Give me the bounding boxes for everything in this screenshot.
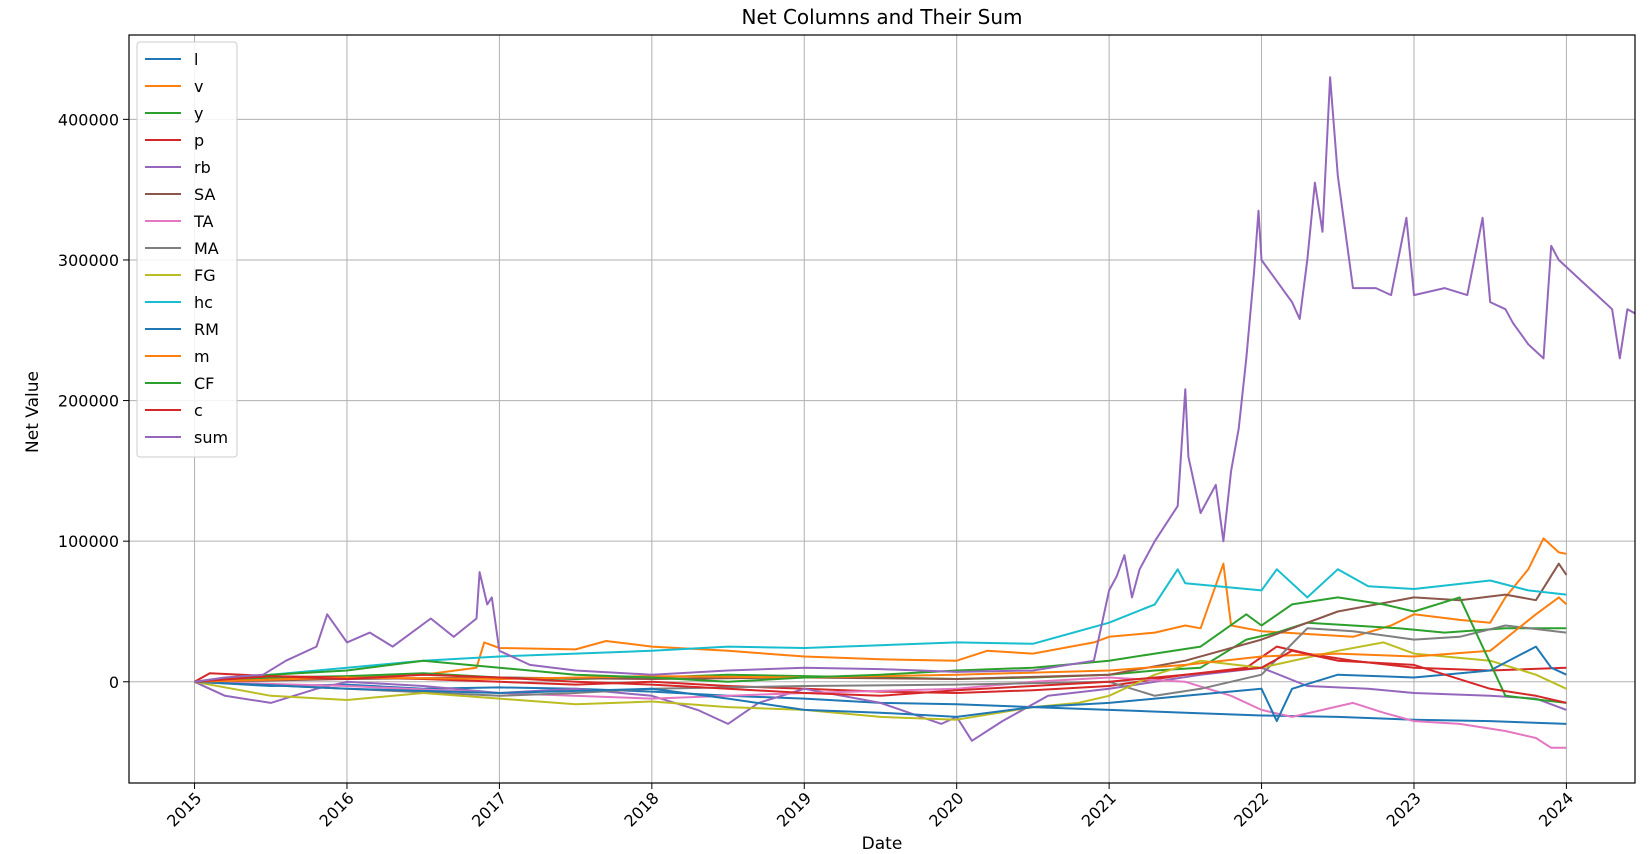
legend-label: m xyxy=(194,347,210,366)
legend-label: MA xyxy=(194,239,219,258)
legend-label: rb xyxy=(194,158,211,177)
grid xyxy=(129,35,1635,783)
x-tick-label: 2018 xyxy=(620,788,662,830)
x-tick-label: 2015 xyxy=(163,788,205,830)
y-axis-label: Net Value xyxy=(23,371,43,453)
series-line-MA xyxy=(194,624,1567,697)
x-tick-label: 2022 xyxy=(1230,788,1272,830)
x-tick-label: 2020 xyxy=(925,788,967,830)
legend-label: y xyxy=(194,104,203,123)
series-line-RM xyxy=(194,645,1567,723)
series-line-TA xyxy=(194,676,1567,749)
series-lines xyxy=(194,76,1636,749)
legend-label: FG xyxy=(194,266,216,285)
y-tick-label: 400000 xyxy=(58,110,119,129)
series-line-sum xyxy=(194,76,1636,683)
y-tick-label: 300000 xyxy=(58,251,119,270)
plot-frame xyxy=(128,34,1636,784)
x-tick-label: 2024 xyxy=(1535,788,1577,830)
y-tick-label: 100000 xyxy=(58,532,119,551)
legend-box xyxy=(136,41,238,458)
x-ticks: 2015 2016 2017 2018 2019 2020 2021 2022 2023 2024 xyxy=(163,783,1577,831)
legend-label: RM xyxy=(194,320,219,339)
legend-label: sum xyxy=(194,428,228,447)
series-line-v xyxy=(194,537,1567,683)
series-line-m xyxy=(194,596,1568,683)
legend-label: v xyxy=(194,77,203,96)
legend-label: hc xyxy=(194,293,213,312)
series-line-hc xyxy=(194,568,1567,683)
x-tick-label: 2016 xyxy=(316,788,358,830)
series-line-rb xyxy=(194,666,1567,742)
x-tick-label: 2017 xyxy=(468,788,510,830)
legend-label: c xyxy=(194,401,203,420)
legend-label: l xyxy=(194,50,198,69)
legend-label: TA xyxy=(193,212,214,231)
series-line-c xyxy=(194,649,1567,704)
x-tick-label: 2019 xyxy=(773,788,815,830)
legend-label: p xyxy=(194,131,204,150)
x-tick-label: 2021 xyxy=(1078,788,1120,830)
y-ticks: 0 100000 200000 300000 400000 xyxy=(58,110,129,692)
chart-title: Net Columns and Their Sum xyxy=(741,5,1022,29)
legend-label: CF xyxy=(194,374,214,393)
y-tick-label: 200000 xyxy=(58,392,119,411)
y-tick-label: 0 xyxy=(109,673,119,692)
legend-label: SA xyxy=(194,185,215,204)
x-tick-label: 2023 xyxy=(1383,788,1425,830)
x-axis-label: Date xyxy=(862,834,903,849)
